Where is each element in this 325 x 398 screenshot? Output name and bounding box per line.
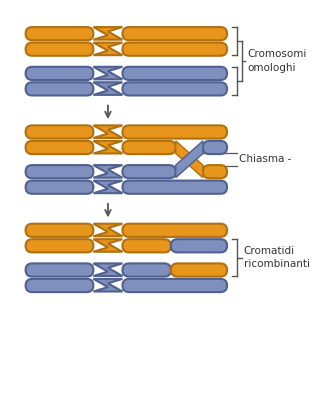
FancyBboxPatch shape — [26, 263, 93, 277]
FancyBboxPatch shape — [203, 165, 227, 178]
FancyBboxPatch shape — [26, 165, 93, 178]
Polygon shape — [93, 279, 123, 291]
FancyBboxPatch shape — [26, 125, 93, 139]
FancyBboxPatch shape — [123, 141, 176, 154]
FancyBboxPatch shape — [26, 239, 93, 252]
FancyBboxPatch shape — [123, 263, 171, 277]
Polygon shape — [93, 181, 123, 193]
FancyBboxPatch shape — [171, 263, 227, 277]
FancyBboxPatch shape — [123, 125, 227, 139]
Text: Chiasma -: Chiasma - — [239, 154, 291, 164]
FancyBboxPatch shape — [123, 43, 227, 56]
FancyBboxPatch shape — [26, 82, 93, 96]
Text: Cromatidi
ricombinanti: Cromatidi ricombinanti — [243, 246, 309, 269]
Polygon shape — [93, 67, 123, 79]
Text: Cromosomi
omologhi: Cromosomi omologhi — [247, 49, 307, 72]
FancyBboxPatch shape — [26, 141, 93, 154]
Polygon shape — [93, 165, 123, 178]
FancyBboxPatch shape — [123, 224, 227, 237]
FancyBboxPatch shape — [123, 67, 227, 80]
FancyBboxPatch shape — [123, 239, 171, 252]
FancyBboxPatch shape — [123, 82, 227, 96]
FancyBboxPatch shape — [26, 43, 93, 56]
Polygon shape — [93, 27, 123, 40]
FancyBboxPatch shape — [26, 279, 93, 292]
Polygon shape — [176, 141, 203, 178]
FancyBboxPatch shape — [26, 67, 93, 80]
Polygon shape — [93, 82, 123, 95]
FancyBboxPatch shape — [26, 27, 93, 40]
Polygon shape — [176, 141, 203, 178]
FancyBboxPatch shape — [123, 181, 227, 194]
FancyBboxPatch shape — [123, 27, 227, 40]
FancyBboxPatch shape — [26, 224, 93, 237]
FancyBboxPatch shape — [123, 165, 176, 178]
Polygon shape — [93, 239, 123, 252]
Polygon shape — [93, 141, 123, 154]
FancyBboxPatch shape — [26, 181, 93, 194]
Polygon shape — [93, 125, 123, 138]
FancyBboxPatch shape — [171, 239, 227, 252]
Polygon shape — [93, 224, 123, 236]
Polygon shape — [93, 43, 123, 55]
Polygon shape — [93, 263, 123, 276]
FancyBboxPatch shape — [123, 279, 227, 292]
FancyBboxPatch shape — [203, 141, 227, 154]
